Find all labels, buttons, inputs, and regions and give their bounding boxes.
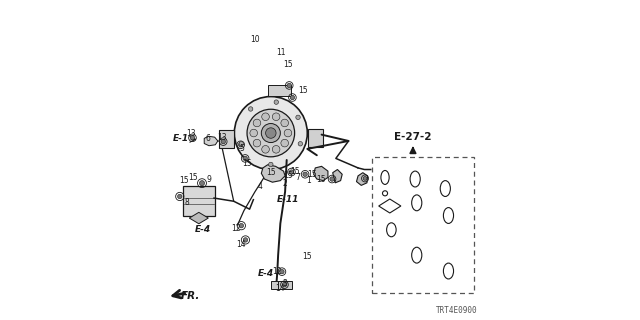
Text: 3: 3	[283, 279, 287, 288]
Text: 15: 15	[307, 170, 317, 179]
Circle shape	[234, 97, 307, 170]
Text: 2: 2	[283, 179, 287, 188]
Ellipse shape	[444, 208, 454, 223]
Polygon shape	[333, 170, 342, 183]
Circle shape	[282, 283, 287, 287]
Circle shape	[250, 129, 257, 137]
Circle shape	[280, 269, 284, 274]
Text: 1: 1	[307, 176, 311, 185]
Circle shape	[330, 177, 334, 181]
Text: E-1: E-1	[173, 134, 189, 143]
Circle shape	[262, 113, 269, 121]
Text: 15: 15	[188, 173, 198, 182]
FancyBboxPatch shape	[271, 281, 284, 289]
Circle shape	[262, 146, 269, 153]
Circle shape	[281, 139, 289, 147]
Circle shape	[274, 100, 278, 104]
Text: 10: 10	[250, 35, 260, 44]
Circle shape	[269, 162, 273, 167]
Text: 12: 12	[273, 267, 282, 276]
Text: E-27-2: E-27-2	[394, 132, 432, 142]
Polygon shape	[189, 212, 209, 224]
Text: 15: 15	[284, 172, 293, 180]
Circle shape	[239, 142, 243, 147]
Text: 15: 15	[242, 159, 252, 168]
Text: 6: 6	[206, 134, 211, 143]
Polygon shape	[261, 165, 285, 182]
Circle shape	[221, 140, 225, 144]
Ellipse shape	[383, 191, 388, 196]
Polygon shape	[204, 136, 218, 146]
Text: 4: 4	[257, 182, 262, 191]
Circle shape	[290, 95, 294, 100]
Text: 14: 14	[276, 284, 285, 293]
FancyBboxPatch shape	[308, 129, 323, 147]
Circle shape	[239, 141, 244, 146]
Polygon shape	[314, 166, 328, 180]
Text: TRT4E0900: TRT4E0900	[435, 306, 477, 315]
Circle shape	[248, 107, 253, 111]
Text: E-4: E-4	[195, 225, 211, 234]
Text: E-4: E-4	[257, 269, 273, 278]
Circle shape	[289, 170, 294, 174]
Text: 7: 7	[295, 173, 300, 182]
Circle shape	[261, 124, 280, 142]
Text: 9: 9	[207, 174, 211, 184]
Bar	[372, 157, 474, 293]
Text: E-11: E-11	[276, 195, 299, 204]
Circle shape	[287, 83, 291, 88]
Text: 15: 15	[298, 86, 307, 95]
Ellipse shape	[387, 223, 396, 237]
FancyBboxPatch shape	[219, 131, 234, 148]
Ellipse shape	[412, 247, 422, 263]
Circle shape	[281, 119, 289, 127]
Text: 14: 14	[236, 240, 246, 249]
Text: 13: 13	[186, 130, 196, 139]
Circle shape	[296, 115, 300, 120]
Circle shape	[253, 119, 260, 127]
Ellipse shape	[412, 195, 422, 211]
FancyBboxPatch shape	[278, 281, 292, 289]
Circle shape	[243, 238, 248, 242]
Circle shape	[243, 156, 247, 161]
Circle shape	[239, 223, 244, 228]
Text: 15: 15	[303, 252, 312, 261]
Text: 15: 15	[266, 168, 276, 177]
Circle shape	[363, 177, 367, 180]
Text: FR.: FR.	[181, 292, 200, 301]
Text: 11: 11	[276, 48, 286, 57]
Text: 12: 12	[231, 224, 241, 233]
Circle shape	[247, 109, 294, 157]
Text: 8: 8	[184, 198, 189, 207]
Circle shape	[200, 180, 205, 186]
Circle shape	[298, 141, 303, 146]
Circle shape	[253, 139, 260, 147]
Text: 13: 13	[217, 133, 227, 142]
Text: 15: 15	[179, 176, 188, 185]
Circle shape	[272, 113, 280, 121]
Ellipse shape	[444, 263, 454, 279]
FancyBboxPatch shape	[268, 85, 291, 96]
Polygon shape	[379, 199, 401, 213]
Ellipse shape	[381, 171, 389, 184]
Polygon shape	[356, 173, 367, 185]
Circle shape	[284, 129, 292, 137]
Circle shape	[303, 172, 307, 177]
Text: 15: 15	[284, 60, 293, 69]
Text: 15: 15	[290, 167, 300, 176]
Circle shape	[190, 136, 195, 140]
Ellipse shape	[410, 171, 420, 187]
Circle shape	[272, 146, 280, 153]
Ellipse shape	[440, 180, 451, 196]
Circle shape	[266, 128, 276, 138]
Text: 5: 5	[240, 144, 244, 153]
Circle shape	[177, 194, 182, 199]
FancyBboxPatch shape	[182, 186, 215, 216]
Text: 15: 15	[316, 174, 326, 184]
